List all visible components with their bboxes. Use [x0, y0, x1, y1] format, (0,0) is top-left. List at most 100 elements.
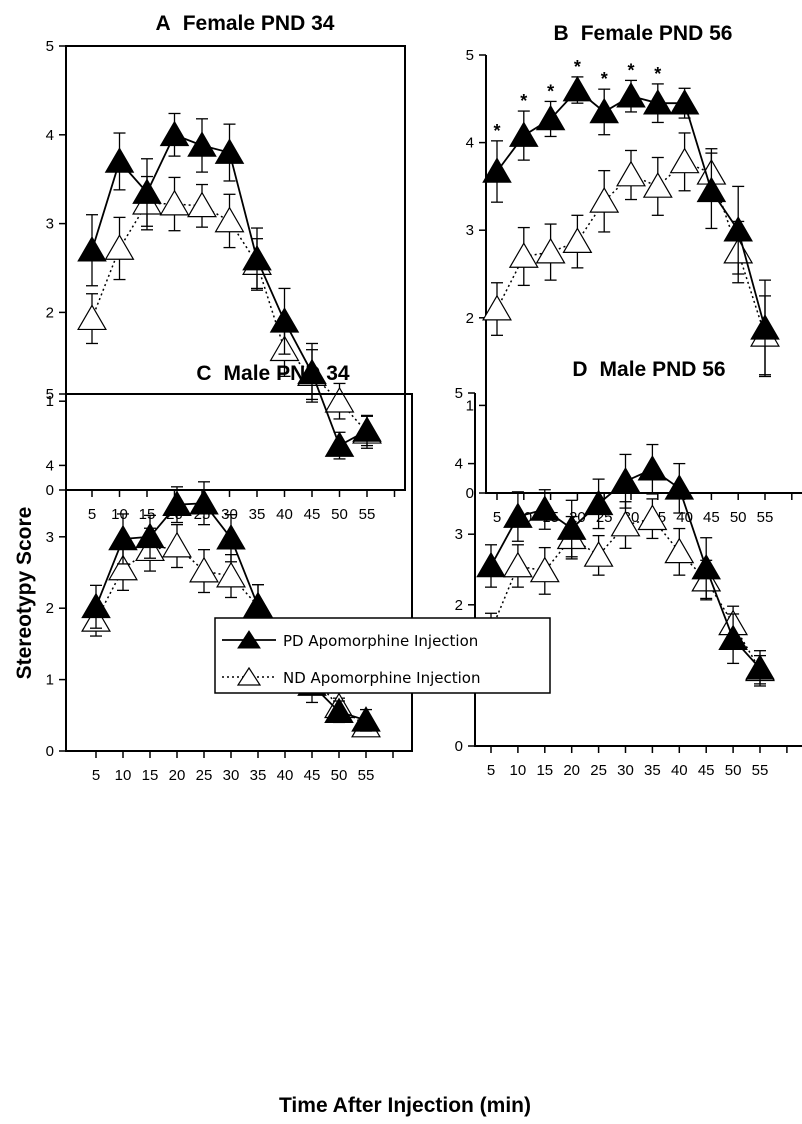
data-point-pd: [482, 157, 512, 183]
y-tick-label: 3: [455, 526, 463, 543]
series-pd: [482, 75, 780, 378]
data-point-nd: [669, 147, 700, 174]
data-point-nd: [162, 531, 192, 558]
data-point-nd: [664, 537, 695, 564]
series-nd: [77, 175, 382, 449]
y-tick-label: 0: [46, 482, 54, 499]
data-point-pd: [135, 522, 165, 549]
x-tick-label: 15: [142, 767, 159, 784]
series-pd: [77, 112, 382, 460]
y-tick-label: 4: [466, 135, 474, 152]
x-tick-label: 50: [331, 767, 348, 784]
x-tick-label: 30: [223, 767, 240, 784]
legend-entry-pd: PD Apomorphine Injection: [222, 630, 478, 650]
y-axis-title: Stereotypy Score: [13, 507, 36, 680]
y-tick-label: 5: [46, 386, 54, 403]
x-tick-label: 25: [196, 767, 213, 784]
legend-pd-marker: [237, 630, 261, 649]
data-point-pd: [696, 176, 727, 203]
y-tick-label: 0: [455, 738, 463, 755]
panel-subtitle: Male PND 56: [600, 358, 726, 381]
legend-nd-marker: [236, 666, 262, 686]
significance-marker: *: [574, 57, 581, 77]
data-point-nd: [482, 294, 512, 321]
data-point-pd: [643, 88, 673, 115]
data-point-nd: [610, 510, 641, 537]
y-tick-label: 2: [455, 597, 463, 614]
data-point-pd: [77, 236, 107, 262]
panel-letter: D: [572, 358, 587, 381]
significance-marker: *: [493, 121, 500, 141]
data-point-pd: [664, 474, 695, 500]
legend-box: [214, 617, 551, 694]
x-tick-label: 5: [92, 767, 100, 784]
x-tick-label: 20: [563, 762, 580, 779]
y-tick-label: 0: [466, 485, 474, 502]
significance-marker: *: [520, 91, 527, 111]
x-tick-label: 35: [250, 767, 267, 784]
data-point-pd: [162, 490, 192, 516]
panel-subtitle: Male PND 34: [224, 362, 350, 385]
x-tick-label: 45: [304, 506, 321, 523]
significance-marker: *: [547, 81, 554, 101]
panel-subtitle: Female PND 56: [581, 22, 733, 45]
series-pd: [476, 443, 775, 687]
data-point-pd: [189, 489, 219, 515]
y-tick-label: 2: [46, 304, 54, 321]
panel-title: C Male PND 34: [196, 362, 350, 385]
data-point-nd: [189, 556, 219, 583]
data-point-nd: [535, 237, 566, 264]
y-tick-label: 3: [466, 222, 474, 239]
data-point-nd: [616, 160, 646, 187]
x-tick-label: 55: [359, 506, 376, 523]
x-tick-label: 5: [487, 762, 495, 779]
y-tick-label: 5: [46, 38, 54, 55]
data-point-nd: [159, 189, 190, 216]
data-point-pd: [104, 147, 135, 173]
x-tick-label: 50: [725, 762, 742, 779]
data-point-nd: [216, 561, 246, 588]
panel-letter: B: [554, 22, 569, 45]
x-tick-label: 10: [510, 762, 527, 779]
data-point-pd: [718, 624, 748, 650]
y-tick-label: 5: [466, 47, 474, 64]
x-tick-label: 50: [331, 506, 348, 523]
data-point-pd: [216, 524, 246, 550]
x-tick-label: 55: [752, 762, 769, 779]
data-point-nd: [637, 504, 668, 531]
significance-marker: *: [627, 60, 634, 80]
data-point-pd: [269, 307, 300, 333]
data-point-pd: [509, 121, 539, 147]
data-point-nd: [77, 304, 107, 331]
x-tick-label: 15: [536, 762, 553, 779]
legend: PD Apomorphine Injection ND Apomorphine …: [214, 617, 551, 694]
data-point-pd: [297, 358, 327, 385]
data-point-pd: [556, 514, 587, 540]
x-tick-label: 40: [671, 762, 688, 779]
y-tick-label: 2: [46, 600, 54, 617]
data-point-pd: [476, 551, 506, 578]
data-point-pd: [616, 81, 646, 108]
y-tick-label: 4: [455, 456, 463, 473]
x-tick-label: 35: [644, 762, 661, 779]
x-tick-label: 25: [590, 762, 607, 779]
data-point-pd: [610, 467, 641, 493]
x-tick-label: 45: [304, 767, 321, 784]
data-point-nd: [642, 172, 673, 198]
plot-frame: [65, 393, 413, 752]
panel-letter: C: [196, 362, 211, 385]
y-tick-label: 5: [455, 385, 463, 402]
data-point-pd: [352, 416, 382, 442]
x-tick-label: 10: [115, 767, 132, 784]
legend-pd-label: PD Apomorphine Injection: [283, 632, 478, 650]
data-point-nd: [562, 227, 593, 253]
data-point-pd: [503, 502, 533, 528]
x-tick-label: 5: [88, 506, 96, 523]
series-line: [496, 88, 766, 329]
x-tick-label: 20: [169, 767, 186, 784]
data-point-pd: [723, 216, 753, 242]
data-point-pd: [81, 592, 111, 619]
data-point-pd: [324, 431, 355, 457]
panel-title: A Female PND 34: [156, 12, 335, 35]
x-tick-label: 40: [276, 506, 293, 523]
